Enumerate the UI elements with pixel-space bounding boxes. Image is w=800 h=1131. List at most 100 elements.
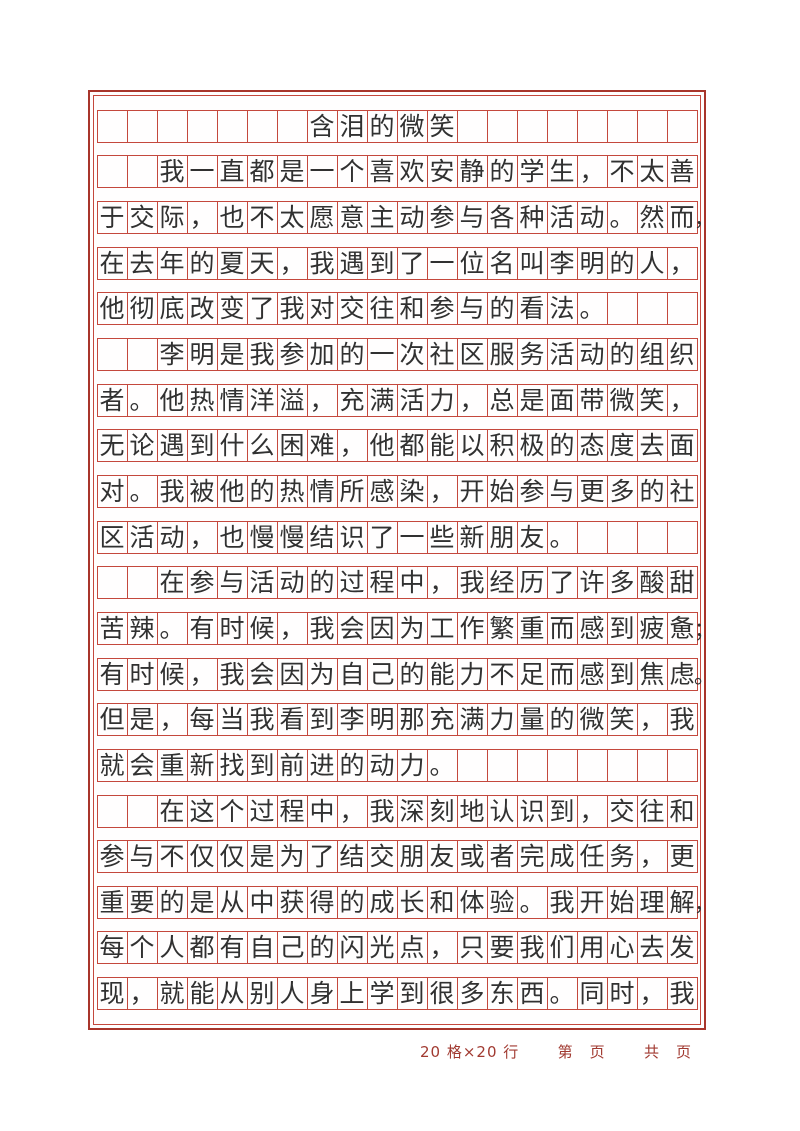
grid-cell: 微 [606,383,638,417]
grid-row: 无论遇到什么困难，他都能以积极的态度去面 [95,429,699,463]
grid-cell: 困 [276,429,308,463]
grid-row: 有时候，我会因为自己的能力不足而感到焦虑。 [95,657,715,691]
grid-row: 他彻底改变了我对交往和参与的看法。 [95,292,699,326]
grid-cell: 遇 [156,429,188,463]
grid-cell: 友 [426,840,458,874]
grid-cell: ， [336,429,368,463]
grid-cell: 往 [636,794,668,828]
grid-cell [666,109,698,143]
grid-cell: 。 [516,885,548,919]
grid-cell: 变 [216,292,248,326]
grid-cell [606,109,638,143]
grid-cell: 什 [216,429,248,463]
grid-cell: 理 [636,885,668,919]
grid-cell [486,109,518,143]
grid-cell [216,109,248,143]
grid-cell: 会 [246,657,278,691]
grid-cell: 历 [516,566,548,600]
grid-cell [666,748,698,782]
grid-cell [636,520,668,554]
grid-cell: 也 [216,520,248,554]
grid-cell: 活 [546,337,578,371]
grid-cell: 微 [576,703,608,737]
grid-cell: 了 [546,566,578,600]
grid-cell: 面 [666,429,698,463]
grid-cell: 主 [366,200,398,234]
grid-cell: 很 [426,977,458,1011]
grid-cell: 个 [126,931,158,965]
grid-cell: 明 [366,703,398,737]
grid-cell: 都 [186,931,218,965]
grid-cell: ， [636,703,668,737]
grid-cell: 满 [456,703,488,737]
grid-cell: 组 [636,337,668,371]
grid-cell: 都 [246,155,278,189]
grid-cell: 友 [516,520,548,554]
grid-cell: 参 [96,840,128,874]
grid-cell: 区 [456,337,488,371]
grid-row: 参与不仅仅是为了结交朋友或者完成任务，更 [95,840,699,874]
grid-cell: 的 [546,429,578,463]
grid-cell: 到 [246,748,278,782]
grid-cell: 动 [276,566,308,600]
grid-cell: 度 [606,429,638,463]
grid-cell: 参 [516,474,548,508]
grid-cell: 带 [576,383,608,417]
grid-row: 就会重新找到前进的动力。 [95,748,699,782]
grid-cell: 参 [186,566,218,600]
grid-cell: 己 [366,657,398,691]
grid-cell: 候 [246,611,278,645]
grid-cell: 更 [576,474,608,508]
grid-cell: 他 [156,383,188,417]
grid-cell: 是 [186,885,218,919]
grid-cell: 。 [546,520,578,554]
grid-cell: 活 [396,383,428,417]
grid-cell: 的 [366,109,398,143]
grid-cell: 是 [126,703,158,737]
grid-cell: 生 [546,155,578,189]
grid-cell: 情 [216,383,248,417]
grid-cell: 对 [306,292,338,326]
grid-cell [486,748,518,782]
grid-cell: 朋 [486,520,518,554]
grid-cell: 的 [636,474,668,508]
overflow-punctuation: 。 [694,663,715,688]
grid-cell: 每 [96,931,128,965]
essay-title-row: 含泪的微笑 [95,109,699,143]
grid-cell: 辣 [126,611,158,645]
grid-cell: 朋 [396,840,428,874]
grid-cell: 我 [276,292,308,326]
grid-cell: 与 [456,292,488,326]
grid-cell [126,566,158,600]
grid-row: 苦辣。有时候，我会因为工作繁重而感到疲惫； [95,611,715,645]
grid-cell [456,748,488,782]
grid-cell: ， [456,383,488,417]
grid-cell: 极 [516,429,548,463]
grid-row: 在这个过程中，我深刻地认识到，交往和 [95,794,699,828]
grid-cell: 识 [336,520,368,554]
grid-cell: 服 [486,337,518,371]
grid-cell: 与 [546,474,578,508]
grid-cell: 感 [576,611,608,645]
grid-cell: 无 [96,429,128,463]
grid-cell: 时 [606,977,638,1011]
grid-cell: ， [636,840,668,874]
grid-cell: 而 [666,200,698,234]
grid-cell: ， [186,657,218,691]
grid-cell: 我 [246,703,278,737]
grid-cell: 的 [396,657,428,691]
grid-cell [546,748,578,782]
grid-cell: 到 [366,246,398,280]
grid-cell: 许 [576,566,608,600]
grid-cell: 过 [246,794,278,828]
grid-cell: 程 [366,566,398,600]
grid-cell: 就 [96,748,128,782]
grid-cell: 获 [276,885,308,919]
grid-cell: 的 [246,474,278,508]
grid-cell: ， [126,977,158,1011]
grid-cell: 的 [606,337,638,371]
grid-cell: 甜 [666,566,698,600]
grid-cell: 但 [96,703,128,737]
grid-cell: 和 [426,885,458,919]
composition-sheet-inner-frame: 含泪的微笑我一直都是一个喜欢安静的学生，不太善于交际，也不太愿意主动参与各种活动… [93,95,715,1025]
